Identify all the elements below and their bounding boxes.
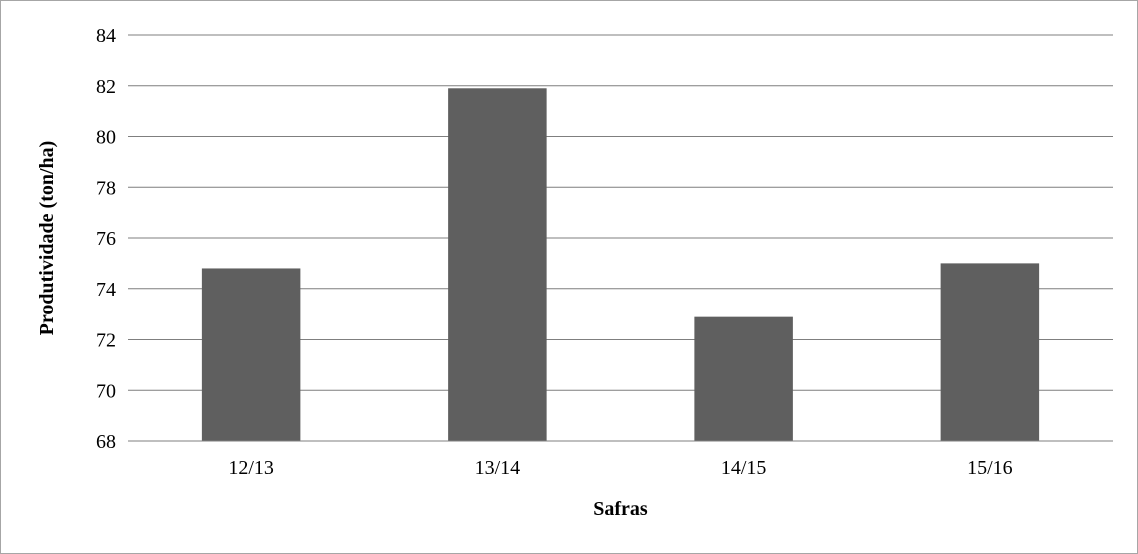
y-tick-label: 74 (96, 279, 116, 301)
x-axis-title: Safras (593, 498, 648, 520)
y-tick-label: 68 (96, 431, 116, 453)
x-tick-labels: 12/13 13/14 14/15 15/16 (228, 457, 1012, 479)
bars (201, 88, 1040, 441)
bar-12-13 (201, 268, 301, 441)
y-tick-labels: 68 70 72 74 76 78 80 82 84 (96, 25, 116, 453)
x-tick-label: 14/15 (721, 457, 767, 479)
y-tick-label: 72 (96, 330, 116, 352)
bar-14-15 (694, 316, 793, 441)
y-tick-label: 76 (96, 228, 116, 250)
y-axis-title: Produtividade (ton/ha) (36, 141, 58, 336)
y-tick-label: 84 (96, 25, 116, 47)
y-tick-label: 70 (96, 380, 116, 402)
y-tick-label: 80 (96, 127, 116, 149)
x-tick-label: 15/16 (967, 457, 1013, 479)
x-tick-label: 12/13 (228, 457, 274, 479)
bar-13-14 (448, 88, 547, 441)
bar-15-16 (940, 263, 1040, 441)
y-tick-label: 78 (96, 177, 116, 199)
x-tick-label: 13/14 (475, 457, 521, 479)
y-tick-label: 82 (96, 76, 116, 98)
